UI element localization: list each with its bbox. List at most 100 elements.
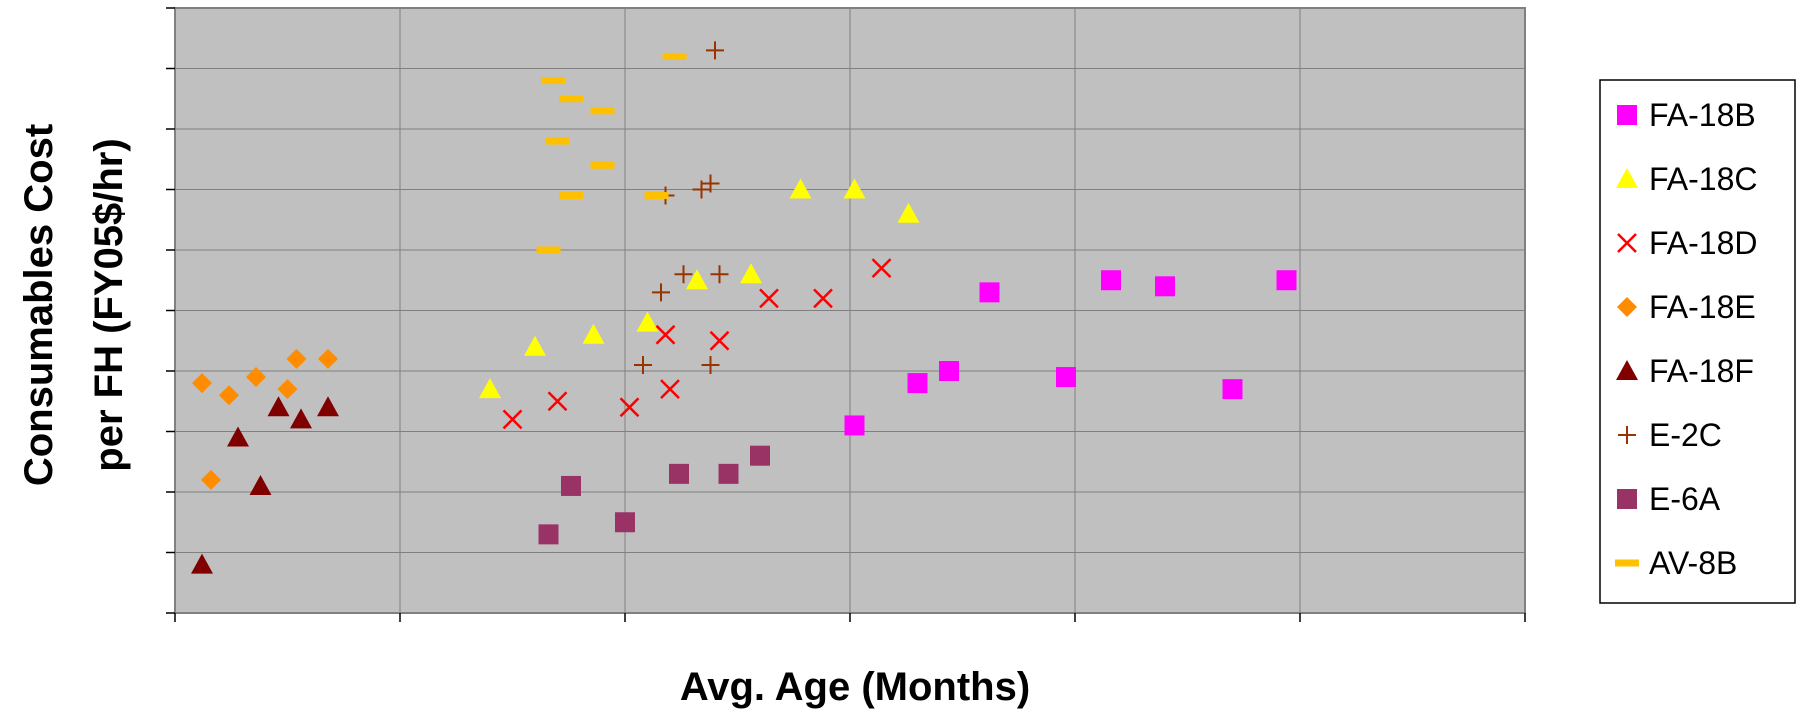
legend-marker-av-8b (1615, 559, 1639, 567)
data-point-fa-18d (709, 330, 730, 351)
data-point-fa-18f (267, 396, 290, 417)
data-point-fa-18d (619, 397, 640, 418)
legend-item-e-2c: E-2C (1618, 417, 1722, 453)
series-fa-18d (502, 258, 892, 430)
series-fa-18e (192, 348, 338, 490)
data-point-fa-18b (1056, 367, 1076, 388)
data-point-e-2c (701, 355, 720, 374)
data-point-av-8b (559, 95, 583, 103)
legend-label-fa-18c: FA-18C (1649, 161, 1757, 197)
data-point-fa-18e (246, 367, 266, 388)
data-point-fa-18c (479, 378, 501, 399)
legend-item-fa-18f: FA-18F (1616, 353, 1754, 389)
grid-lines (175, 8, 1525, 613)
series-fa-18c (479, 178, 920, 399)
data-point-e-6a (538, 524, 559, 545)
data-point-fa-18c (524, 335, 546, 356)
data-point-e-2c (701, 174, 720, 193)
data-point-fa-18c (897, 202, 920, 223)
x-axis-title: Avg. Age (Months) (680, 665, 1030, 709)
data-point-fa-18e (219, 385, 239, 406)
series-e-6a (538, 445, 770, 545)
legend-label-e-2c: E-2C (1649, 417, 1722, 453)
legend-box (1599, 79, 1796, 604)
data-point-e-2c (634, 355, 652, 374)
data-point-fa-18f (290, 408, 312, 429)
data-point-av-8b (590, 161, 615, 169)
data-point-fa-18c (789, 178, 812, 199)
data-point-fa-18c (843, 178, 866, 199)
legend-item-av-8b: AV-8B (1615, 545, 1737, 581)
legend-item-e-6a: E-6A (1617, 481, 1721, 517)
data-point-fa-18f (227, 426, 249, 447)
data-point-av-8b (545, 137, 570, 145)
data-point-fa-18d (547, 391, 568, 412)
axis-ticks (166, 7, 1526, 622)
legend-item-fa-18c: FA-18C (1616, 161, 1757, 197)
data-point-fa-18c (686, 269, 708, 290)
data-point-fa-18d (660, 379, 680, 400)
data-point-e-6a (561, 475, 581, 496)
legend-marker-fa-18d (1617, 233, 1637, 253)
data-point-fa-18b (1222, 379, 1243, 400)
data-point-fa-18b (907, 373, 928, 394)
data-point-av-8b (541, 77, 565, 85)
data-point-fa-18f (317, 396, 339, 417)
data-point-e-2c (652, 283, 670, 302)
data-point-fa-18f (249, 474, 272, 495)
data-points (191, 41, 1297, 574)
legend-marker-fa-18e (1617, 297, 1637, 317)
legend-item-fa-18d: FA-18D (1617, 225, 1757, 261)
legend-marker-fa-18f (1616, 360, 1638, 380)
data-point-av-8b (644, 192, 669, 200)
data-point-av-8b (662, 52, 687, 60)
data-point-e-6a (750, 445, 770, 466)
y-axis-title-line-1: Consumables Cost (17, 124, 61, 486)
legend-label-av-8b: AV-8B (1649, 545, 1737, 581)
legend-label-fa-18d: FA-18D (1649, 225, 1757, 261)
data-point-av-8b (559, 192, 583, 200)
data-point-fa-18e (201, 469, 221, 490)
series-av-8b (536, 52, 687, 254)
data-point-fa-18e (277, 379, 298, 400)
data-point-fa-18e (192, 373, 212, 394)
series-fa-18f (191, 396, 339, 574)
data-point-fa-18c (582, 323, 605, 344)
data-point-e-6a (615, 512, 635, 533)
data-point-e-6a (718, 463, 739, 484)
data-point-fa-18d (502, 409, 523, 430)
legend-label-fa-18e: FA-18E (1649, 289, 1756, 325)
data-point-av-8b (536, 246, 561, 254)
data-point-fa-18b (1101, 270, 1121, 291)
data-point-fa-18b (1276, 270, 1297, 291)
data-point-fa-18d (871, 258, 892, 279)
data-point-e-2c (674, 265, 693, 284)
legend-marker-e-6a (1617, 489, 1637, 509)
legend-label-e-6a: E-6A (1649, 481, 1721, 517)
data-point-fa-18c (740, 263, 762, 284)
data-point-fa-18b (1155, 276, 1175, 297)
legend-marker-fa-18b (1617, 105, 1637, 125)
legend-label-fa-18b: FA-18B (1649, 97, 1756, 133)
data-point-fa-18c (636, 311, 659, 332)
legend-item-fa-18e: FA-18E (1617, 289, 1756, 325)
data-point-fa-18b (939, 361, 959, 381)
data-point-e-2c (706, 41, 724, 60)
legend-marker-fa-18c (1616, 168, 1638, 188)
legend-item-fa-18b: FA-18B (1617, 97, 1756, 133)
data-point-fa-18f (191, 553, 213, 574)
data-point-fa-18b (844, 415, 865, 436)
data-point-fa-18d (759, 288, 779, 309)
legend-marker-e-2c (1618, 426, 1636, 444)
data-point-av-8b (590, 107, 615, 115)
data-point-fa-18d (655, 324, 676, 345)
legend-label-fa-18f: FA-18F (1649, 353, 1754, 389)
data-point-fa-18b (979, 282, 1000, 303)
data-point-e-6a (669, 463, 689, 484)
y-axis-title-line-2: per FH (FY05$/hr) (87, 138, 131, 471)
data-point-fa-18e (318, 348, 338, 369)
data-point-fa-18d (813, 288, 833, 309)
data-point-e-2c (710, 265, 729, 284)
series-fa-18b (844, 270, 1297, 436)
